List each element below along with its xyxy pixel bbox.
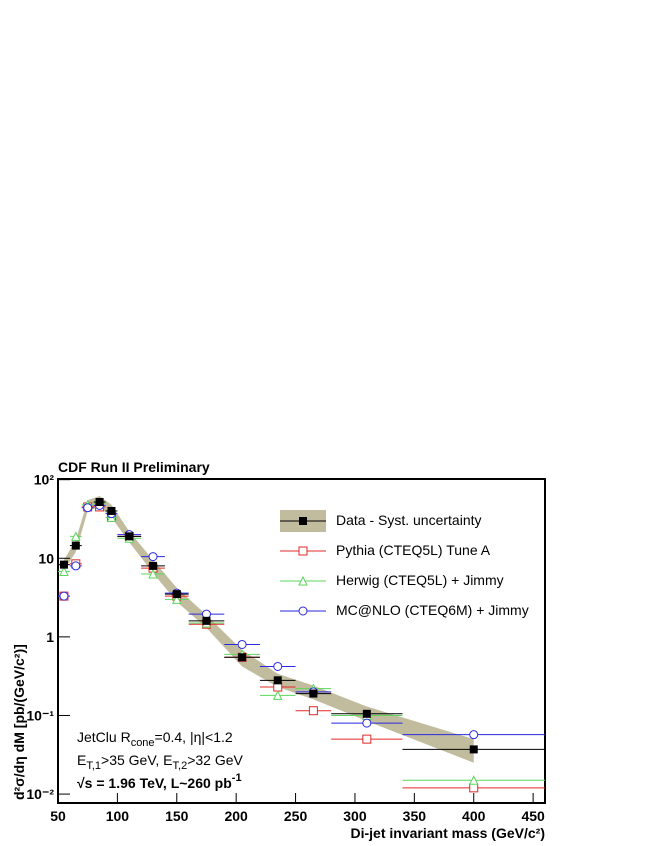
data-point [59, 566, 69, 576]
plot-frame [57, 478, 546, 804]
data-point [298, 575, 308, 586]
data-point [468, 775, 479, 785]
annotation-part: >35 GeV, E [101, 752, 172, 768]
data-point [273, 661, 283, 671]
x-tick-label: 250 [284, 808, 308, 824]
data-point [237, 639, 247, 649]
x-tick-label: 450 [521, 808, 545, 824]
annotation: JetClu Rcone=0.4, |η|<1.2 [77, 729, 233, 749]
data-point [238, 653, 247, 662]
data-point [202, 616, 211, 625]
x-tick-label: 150 [165, 808, 189, 824]
y-tick-label: 1 [46, 629, 54, 645]
x-axis-label: Di-jet invariant mass (GeV/c²) [350, 825, 545, 841]
annotation-part: =0.4, |η|<1.2 [155, 729, 233, 745]
chart-title: CDF Run II Preliminary [58, 459, 210, 475]
y-tick-label: 10⁻¹ [26, 707, 54, 723]
data-point [59, 591, 69, 601]
data-point [59, 560, 68, 569]
data-point [308, 706, 318, 716]
x-tick-label: 200 [224, 808, 248, 824]
data-point [362, 734, 372, 744]
annotation-part: -1 [232, 772, 242, 784]
annotation-part: JetClu R [77, 729, 131, 745]
data-point [309, 689, 318, 698]
data-point [71, 541, 80, 550]
data-point [149, 561, 158, 570]
data-point [362, 709, 371, 718]
data-point [71, 561, 81, 571]
y-tick-label: 10 [38, 550, 54, 566]
y-tick-label: 10⁻² [26, 786, 54, 802]
annotation: √s = 1.96 TeV, L~260 pb-1 [77, 772, 242, 791]
annotation-part: √s = 1.96 TeV, L~260 pb [77, 775, 232, 791]
data-point [362, 718, 372, 728]
annotation: ET,1>35 GeV, ET,2>32 GeV [77, 752, 244, 772]
legend-label: MC@NLO (CTEQ6M) + Jimmy [336, 602, 529, 618]
legend-label: Pythia (CTEQ5L) Tune A [336, 542, 491, 558]
annotation-part: E [77, 752, 86, 768]
x-tick-label: 100 [106, 808, 130, 824]
data-point [469, 730, 479, 740]
legend-label: Data - Syst. uncertainty [336, 512, 482, 528]
annotation-part: >32 GeV [187, 752, 243, 768]
data-point [125, 532, 134, 541]
x-tick-label: 300 [343, 808, 367, 824]
y-axis-label: d²σ/dη dM [pb/(GeV/c²)] [11, 644, 27, 800]
data-point [148, 552, 158, 562]
data-point [83, 503, 93, 513]
annotation-part: cone [131, 737, 155, 749]
data-point [107, 506, 116, 515]
data-point [298, 606, 308, 616]
data-point [95, 497, 104, 506]
uncertainty-band [63, 495, 474, 763]
data-point [71, 531, 81, 541]
legend-label: Herwig (CTEQ5L) + Jimmy [336, 572, 504, 588]
data-point [273, 676, 282, 685]
data-point [298, 546, 308, 556]
annotation-part: T,2 [173, 760, 188, 772]
data-point [272, 690, 283, 700]
data-point [469, 783, 479, 793]
x-tick-label: 350 [403, 808, 427, 824]
data-point [171, 594, 182, 604]
data-point [299, 517, 307, 525]
data-point [172, 590, 181, 599]
data-point [469, 745, 478, 754]
y-tick-label: 10² [34, 472, 55, 488]
x-tick-label: 400 [462, 808, 486, 824]
annotation-part: T,1 [86, 760, 101, 772]
x-tick-label: 50 [50, 808, 66, 824]
data-point [148, 568, 158, 579]
